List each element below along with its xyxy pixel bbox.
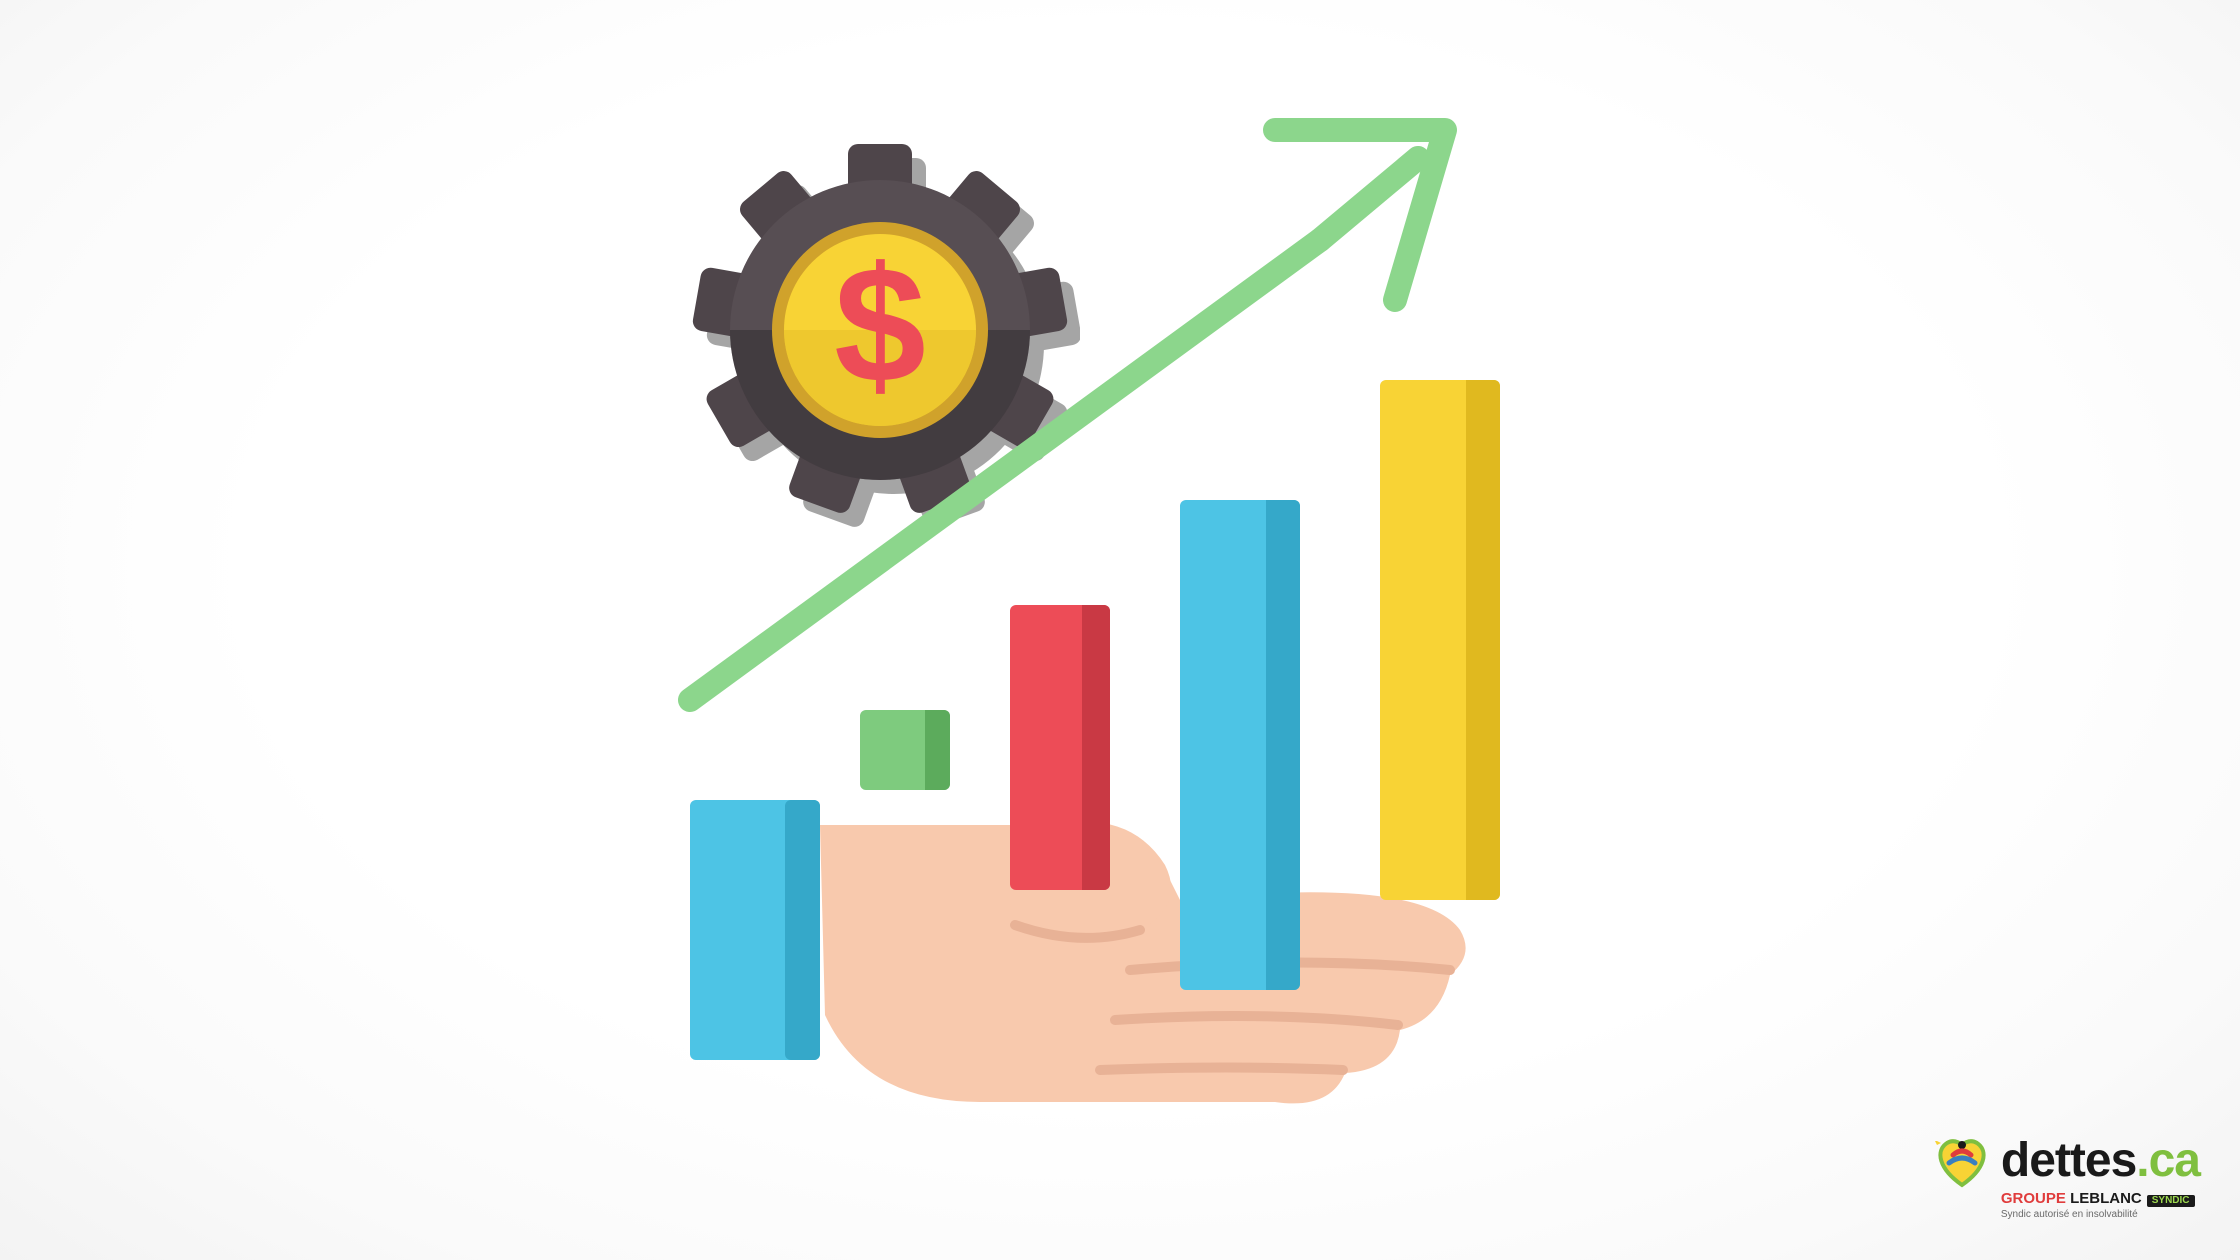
growth-arrow-icon [0, 0, 2240, 1260]
logo-brand-tld: .ca [2136, 1134, 2200, 1187]
logo-tagline: Syndic autorisé en insolvabilité [2001, 1210, 2138, 1220]
canvas: $ [0, 0, 2240, 1260]
brand-logo: dettes.ca GROUPE LEBLANCSYNDIC Syndic au… [1931, 1133, 2200, 1220]
logo-wordmark: dettes.ca [2001, 1137, 2200, 1185]
logo-brand-main: dettes [2001, 1134, 2136, 1187]
logo-subtitle: GROUPE LEBLANCSYNDIC [2001, 1191, 2195, 1207]
logo-heart-icon [1931, 1133, 1993, 1189]
